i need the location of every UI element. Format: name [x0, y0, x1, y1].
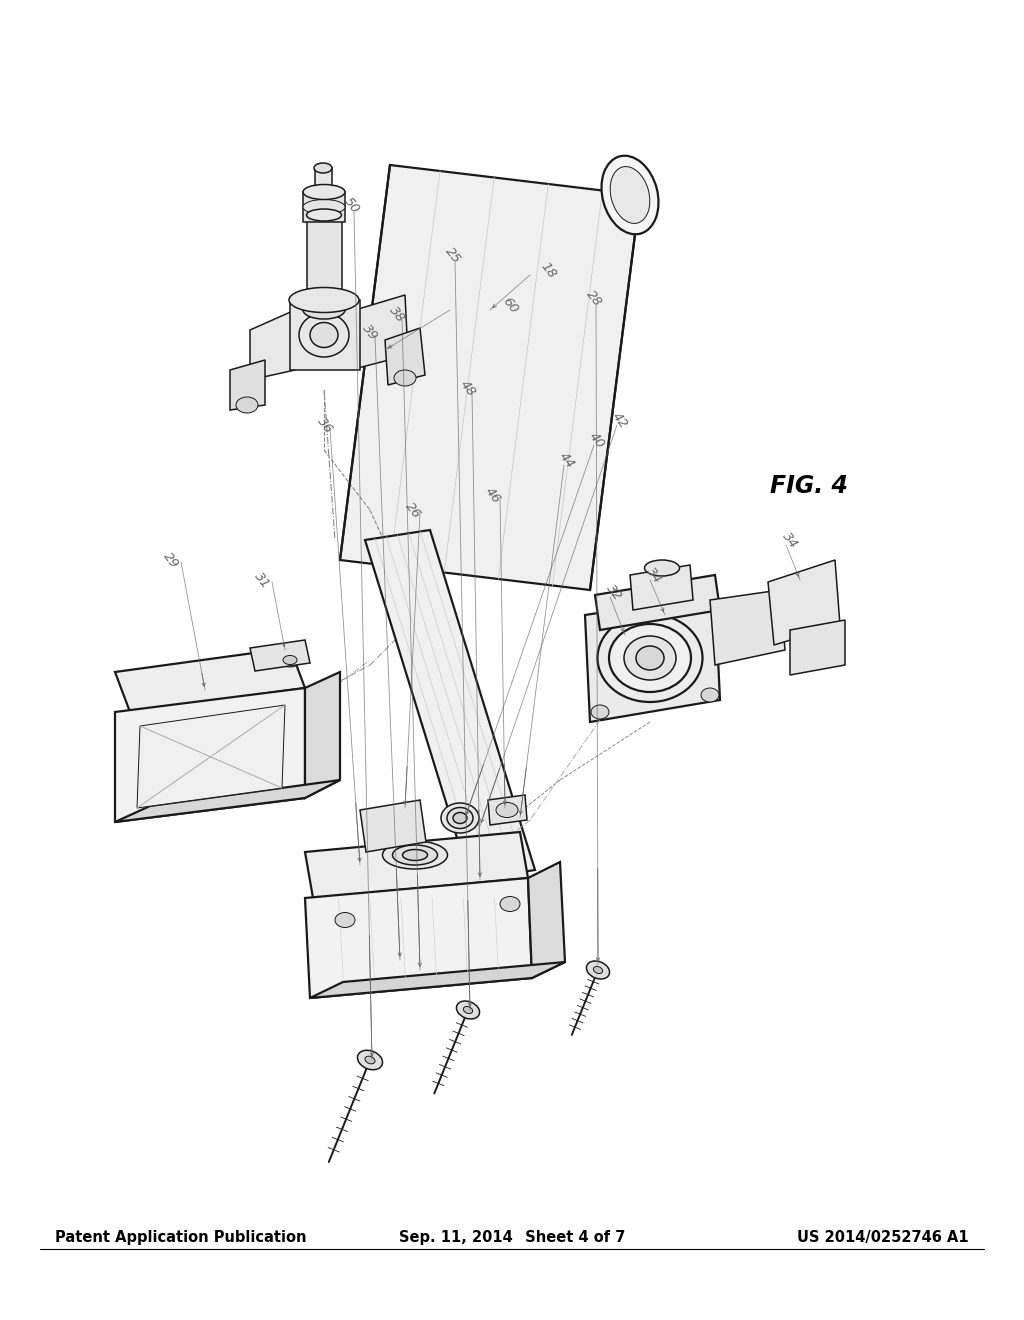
Polygon shape: [290, 300, 360, 370]
Ellipse shape: [500, 896, 520, 912]
Ellipse shape: [365, 1056, 375, 1064]
Ellipse shape: [289, 288, 359, 313]
Ellipse shape: [402, 850, 427, 861]
Polygon shape: [305, 672, 340, 799]
Ellipse shape: [303, 301, 345, 319]
Text: 46: 46: [482, 484, 503, 506]
Polygon shape: [250, 310, 295, 380]
Text: 36: 36: [314, 414, 335, 436]
Polygon shape: [230, 360, 265, 411]
Text: 25: 25: [442, 244, 463, 265]
Ellipse shape: [636, 645, 664, 671]
Text: 18: 18: [538, 260, 558, 281]
Polygon shape: [250, 640, 310, 671]
Polygon shape: [307, 215, 342, 319]
Polygon shape: [310, 962, 565, 998]
Ellipse shape: [610, 166, 650, 223]
Text: 34: 34: [779, 529, 801, 550]
Ellipse shape: [624, 636, 676, 680]
Ellipse shape: [441, 803, 479, 833]
Polygon shape: [115, 688, 305, 822]
Ellipse shape: [335, 912, 355, 928]
Polygon shape: [303, 191, 345, 222]
Text: Sep. 11, 2014  Sheet 4 of 7: Sep. 11, 2014 Sheet 4 of 7: [398, 1230, 626, 1245]
Ellipse shape: [392, 845, 437, 865]
Ellipse shape: [290, 305, 358, 366]
Polygon shape: [115, 648, 305, 711]
Text: FIG. 4: FIG. 4: [770, 474, 848, 498]
Ellipse shape: [496, 803, 518, 817]
Polygon shape: [528, 862, 565, 978]
Ellipse shape: [310, 322, 338, 347]
Polygon shape: [365, 531, 535, 880]
Ellipse shape: [303, 199, 345, 214]
Polygon shape: [340, 165, 640, 590]
Ellipse shape: [303, 185, 345, 199]
Ellipse shape: [236, 397, 258, 413]
Ellipse shape: [383, 841, 447, 869]
Text: Patent Application Publication: Patent Application Publication: [55, 1230, 306, 1245]
Text: 28: 28: [584, 288, 604, 309]
Ellipse shape: [306, 209, 341, 220]
Polygon shape: [790, 620, 845, 675]
Polygon shape: [305, 832, 528, 898]
Text: 34: 34: [644, 565, 665, 586]
Polygon shape: [385, 327, 425, 385]
Text: 38: 38: [387, 304, 408, 325]
Text: 48: 48: [458, 378, 478, 399]
Text: 31: 31: [252, 569, 272, 590]
Text: US 2014/0252746 A1: US 2014/0252746 A1: [798, 1230, 969, 1245]
Ellipse shape: [601, 156, 658, 234]
Ellipse shape: [464, 1006, 473, 1014]
Ellipse shape: [394, 370, 416, 385]
Ellipse shape: [283, 656, 297, 664]
Polygon shape: [360, 800, 426, 851]
Polygon shape: [710, 590, 785, 665]
Polygon shape: [768, 560, 840, 645]
Text: 40: 40: [587, 429, 607, 450]
Ellipse shape: [447, 808, 473, 829]
Text: 60: 60: [500, 294, 520, 315]
Polygon shape: [585, 595, 720, 722]
Ellipse shape: [453, 813, 467, 824]
Ellipse shape: [609, 624, 691, 692]
Ellipse shape: [701, 688, 719, 702]
Polygon shape: [630, 565, 693, 610]
Polygon shape: [355, 294, 408, 368]
Ellipse shape: [299, 313, 349, 356]
Text: 39: 39: [359, 321, 380, 343]
Polygon shape: [115, 780, 340, 822]
Ellipse shape: [279, 653, 301, 667]
Ellipse shape: [644, 560, 680, 576]
Ellipse shape: [597, 614, 702, 702]
Ellipse shape: [593, 966, 602, 974]
Ellipse shape: [591, 705, 609, 719]
Text: 50: 50: [342, 194, 362, 215]
Text: 42: 42: [609, 409, 631, 430]
Ellipse shape: [587, 961, 609, 979]
Polygon shape: [137, 705, 285, 808]
Ellipse shape: [314, 162, 332, 173]
Text: 44: 44: [557, 449, 578, 471]
Text: 32: 32: [604, 581, 625, 603]
Ellipse shape: [357, 1051, 383, 1069]
Polygon shape: [305, 878, 532, 998]
Polygon shape: [488, 795, 527, 825]
Text: 29: 29: [161, 549, 181, 570]
Ellipse shape: [457, 1001, 479, 1019]
Polygon shape: [315, 168, 332, 195]
Text: 26: 26: [402, 499, 423, 520]
Polygon shape: [595, 576, 720, 630]
